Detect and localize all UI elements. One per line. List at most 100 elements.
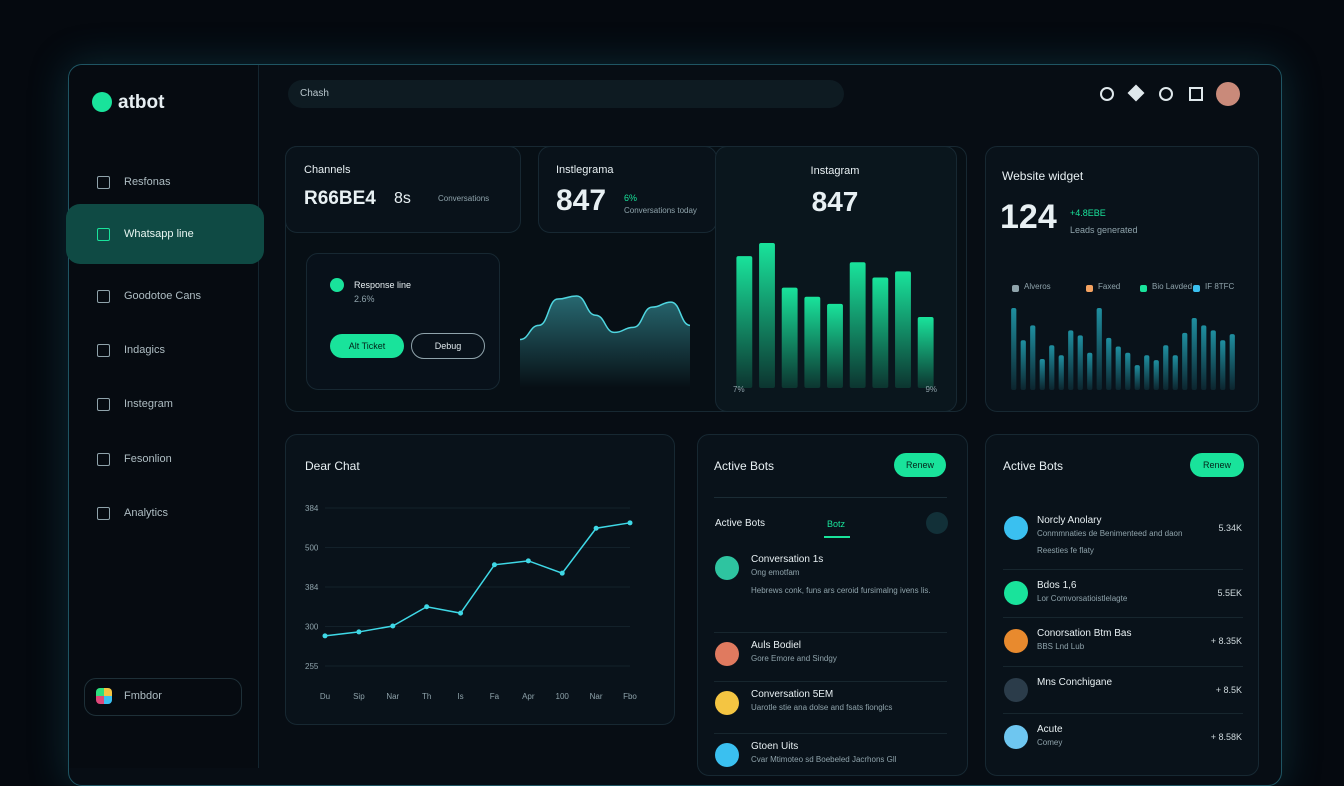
nav-icon xyxy=(97,176,110,189)
bot-name[interactable]: Mns Conchigane xyxy=(1037,677,1113,688)
status-icon[interactable] xyxy=(1159,87,1173,101)
bar xyxy=(872,277,889,388)
card-value: 124 xyxy=(1000,198,1057,236)
bar xyxy=(1115,346,1121,390)
line xyxy=(324,522,631,637)
bar xyxy=(1049,345,1055,390)
point xyxy=(356,629,362,635)
bar xyxy=(1020,340,1026,390)
avatar xyxy=(715,691,739,715)
bot-name[interactable]: Conorsation Btm Bas xyxy=(1037,628,1132,639)
settings-icon[interactable] xyxy=(1189,87,1203,101)
bot-name[interactable]: Bdos 1,6 xyxy=(1037,580,1077,591)
bar xyxy=(1134,365,1140,390)
legend-label: Alveros xyxy=(1024,282,1051,291)
card-title: Response line xyxy=(354,280,412,290)
bar xyxy=(1077,335,1083,390)
annotation: 9% xyxy=(925,385,937,394)
nav-item[interactable]: Resfonas xyxy=(124,176,171,188)
website-bars xyxy=(1011,308,1235,390)
nav-icon xyxy=(97,507,110,520)
bot-text: Comey xyxy=(1037,738,1063,747)
bot-name[interactable]: Auls Bodiel xyxy=(751,640,802,651)
card-note: Leads generated xyxy=(1070,225,1138,235)
bot-value: + 8.5K xyxy=(1215,685,1242,695)
card-title: Instlegrama xyxy=(556,164,614,176)
card-title: Website widget xyxy=(1002,169,1084,183)
bar xyxy=(1011,308,1017,390)
x-tick-label: 100 xyxy=(556,692,570,701)
nav-item[interactable]: Instegram xyxy=(124,398,173,410)
line-card xyxy=(285,434,675,725)
bot-name[interactable]: Norcly Anolary xyxy=(1037,515,1102,526)
bot-name[interactable]: Conversation 1s xyxy=(751,554,824,565)
card-value: R66BE4 xyxy=(304,188,376,209)
bar xyxy=(759,243,775,388)
response-card xyxy=(306,253,500,390)
card-note: Conversations xyxy=(438,194,490,203)
bot-text: Lor Comvorsatioistlelagte xyxy=(1037,594,1128,603)
sidebar xyxy=(69,65,259,768)
debug-button[interactable]: Debug xyxy=(411,333,485,359)
card-title: Instagram xyxy=(810,165,860,177)
point xyxy=(559,570,565,576)
tab-icon[interactable] xyxy=(926,512,948,534)
search-icon[interactable] xyxy=(1100,87,1114,101)
bar xyxy=(1096,308,1102,390)
nav-item[interactable]: Fesonlion xyxy=(124,453,172,465)
renew-button[interactable]: Renew xyxy=(894,453,946,477)
nav-item[interactable]: Analytics xyxy=(124,507,169,519)
bar xyxy=(1058,355,1064,390)
x-tick-label: Apr xyxy=(522,692,535,701)
nav-item[interactable]: Goodotoe Cans xyxy=(124,290,202,302)
bot-text: Gore Emore and Sindgy xyxy=(751,654,837,663)
y-tick-label: 255 xyxy=(305,662,319,671)
logo-icon xyxy=(92,92,112,112)
bot-text: Uarotle stie ana dolse and fsats fionglc… xyxy=(751,703,893,712)
tab[interactable]: Active Bots xyxy=(715,518,766,529)
bar xyxy=(1106,337,1112,390)
divider xyxy=(714,632,947,633)
card-value: 2.6% xyxy=(354,294,375,304)
y-tick-label: 384 xyxy=(305,583,319,592)
y-tick-label: 500 xyxy=(305,544,319,553)
workspace-switcher[interactable] xyxy=(84,678,242,716)
active-bots-card xyxy=(697,434,968,776)
tab[interactable]: Botz xyxy=(827,519,846,529)
channels-card xyxy=(285,146,521,233)
renew-button[interactable]: Renew xyxy=(1190,453,1244,477)
bot-name[interactable]: Conversation 5EM xyxy=(751,689,834,700)
bot-text: BBS Lnd Lub xyxy=(1037,642,1085,651)
bar xyxy=(849,262,866,388)
avatar xyxy=(1004,629,1028,653)
nav-active xyxy=(66,204,264,264)
nav-icon xyxy=(97,228,110,241)
workspace-icon xyxy=(96,688,112,704)
avatar[interactable] xyxy=(1216,82,1240,106)
x-tick-label: Sip xyxy=(353,692,365,701)
nav-icon xyxy=(97,344,110,357)
bar xyxy=(1153,360,1159,390)
ticket-button[interactable]: Alt Ticket xyxy=(330,334,404,358)
legend-swatch xyxy=(1012,285,1019,292)
x-tick-label: Fa xyxy=(490,692,500,701)
bar xyxy=(736,256,753,388)
bar xyxy=(827,303,843,388)
bar xyxy=(1039,358,1045,390)
bot-name[interactable]: Gtoen Uits xyxy=(751,741,799,752)
y-tick-label: 384 xyxy=(305,504,319,513)
point xyxy=(390,623,396,629)
bot-text: Ong emotfam xyxy=(751,568,800,577)
bot-name[interactable]: Acute xyxy=(1037,724,1063,735)
workspace-name: Fmbdor xyxy=(124,690,162,702)
search-bar[interactable] xyxy=(288,80,844,108)
instagram-bars: 7% 9% xyxy=(733,243,937,394)
x-tick-label: Is xyxy=(457,692,463,701)
bot-text: Reesties fe flaty xyxy=(1037,546,1094,555)
legend-label: Faxed xyxy=(1098,282,1121,291)
bar xyxy=(1125,352,1131,390)
card-delta: +4.8EBE xyxy=(1070,208,1106,218)
nav-item[interactable]: Whatsapp line xyxy=(124,228,194,240)
divider xyxy=(1003,713,1243,714)
nav-item[interactable]: Indagics xyxy=(124,344,165,356)
